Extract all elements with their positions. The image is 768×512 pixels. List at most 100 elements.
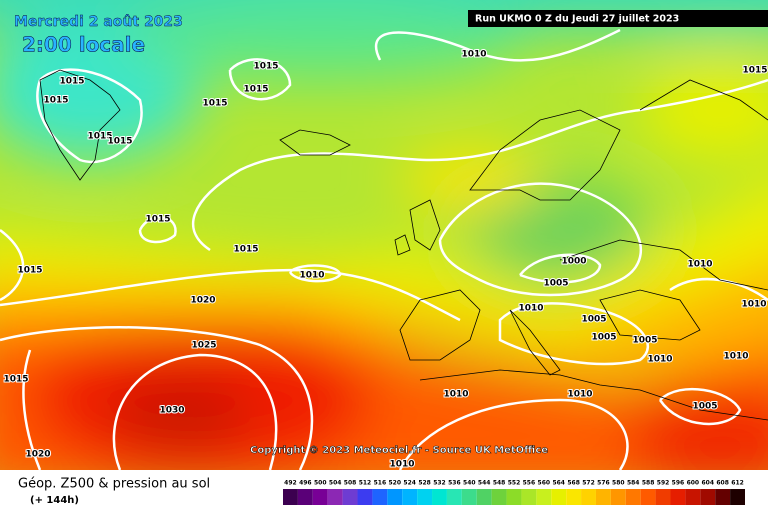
colorbar-swatch [551,489,567,505]
isobar-label: 1000 [561,257,586,267]
colorbar-label: 580 [612,480,625,487]
isobar-label: 1015 [87,132,112,142]
isobar-label: 1015 [243,85,268,95]
colorbar-swatch [372,489,388,505]
colorbar-swatch [357,489,373,505]
isobar-label: 1010 [647,355,672,365]
isobar-label: 1010 [389,460,414,470]
colorbar-label: 528 [418,480,431,487]
colorbar-swatch [536,489,552,505]
colorbar-swatch [715,489,731,505]
colorbar-label: 596 [672,480,685,487]
copyright: Copyright © 2023 Meteociel.fr - Source U… [250,445,548,456]
colorbar-swatch [730,489,745,505]
isobar-label: 1015 [107,137,132,147]
field-background [0,0,768,500]
isobars [0,28,768,471]
colorbar-swatch [521,489,537,505]
colorbar-swatch [581,489,596,505]
colorbar-swatch [283,489,298,505]
isobar-label: 1010 [687,260,712,270]
colorbar-swatch [432,489,447,505]
isobar-label: 1015 [253,62,278,72]
colorbar-swatch [297,489,313,505]
colorbar-label: 548 [493,480,506,487]
colorbar-label: 532 [433,480,446,487]
isobar-label: 1015 [145,215,170,225]
isobar-label: 1015 [43,96,68,106]
colorbar-swatch [312,489,328,505]
colorbar-label: 500 [314,480,327,487]
isobar-label: 1015 [202,99,227,109]
isobar-label: 1010 [741,300,766,310]
colorbar-label: 604 [701,480,714,487]
colorbar-swatch [491,489,507,505]
isobar-label: 1010 [299,271,324,281]
colorbar-swatch [610,489,626,505]
colorbar-label: 496 [299,480,312,487]
isobar-label: 1005 [543,279,568,289]
isobar-label: 1010 [461,50,486,60]
colorbar-label: 572 [582,480,595,487]
colorbar-label: 568 [567,480,580,487]
run-info: Run UKMO 0 Z du Jeudi 27 juillet 2023 [475,14,679,25]
run-banner [468,10,768,27]
colorbar-label: 576 [597,480,610,487]
isobar-label: 1005 [581,315,606,325]
isobar-label: 1030 [159,406,184,416]
colorbar-label: 612 [731,480,744,487]
colorbar: 492 496 500 504 508 512 516 520 524 528 532 536 540 5… [283,480,745,505]
isobar-label: 1005 [632,336,657,346]
isobar-label: 1010 [723,352,748,362]
isobar-label: 1005 [692,402,717,412]
legend-title: Géop. Z500 & pression au sol [18,477,210,492]
colorbar-swatch [670,489,686,505]
legend-subtitle: (+ 144h) [30,495,79,506]
isobar-label: 1010 [518,304,543,314]
colorbar-label: 592 [657,480,670,487]
map-time: 2:00 locale [22,33,145,57]
isobar-label: 1025 [191,341,216,351]
colorbar-swatch [402,489,418,505]
isobar-label: 1010 [443,390,468,400]
colorbar-swatch [476,489,492,505]
colorbar-label: 540 [463,480,476,487]
isobar-label: 1020 [190,296,215,306]
isobar-label: 1015 [233,245,258,255]
isobar-label: 1015 [59,77,84,87]
colorbar-label: 520 [389,480,402,487]
colorbar-label: 560 [538,480,551,487]
colorbar-label: 544 [478,480,491,487]
colorbar-swatch [327,489,343,505]
colorbar-label: 516 [374,480,387,487]
colorbar-swatch [640,489,656,505]
colorbar-swatch [655,489,671,505]
isobar-label: 1015 [17,266,42,276]
colorbar-swatch [685,489,701,505]
colorbar-label: 556 [523,480,536,487]
colorbar-label: 564 [552,480,565,487]
isobar-label: 1015 [3,375,28,385]
colorbar-swatch [595,489,611,505]
colorbar-label: 608 [716,480,729,487]
isobar-label: 1010 [567,390,592,400]
isobar-labels: 1015101510151015101510151015101510151015… [2,49,768,471]
colorbar-swatch [506,489,522,505]
isobar-label: 1015 [742,66,767,76]
colorbar-label: 600 [687,480,700,487]
colorbar-swatch [700,489,716,505]
colorbar-swatch [446,489,462,505]
colorbar-label: 492 [284,480,297,487]
colorbar-label: 508 [344,480,357,487]
colorbar-swatch [625,489,641,505]
colorbar-swatch [461,489,477,505]
colorbar-label: 536 [448,480,461,487]
map-date: Mercredi 2 août 2023 [14,14,183,30]
isobar-label: 1005 [591,333,616,343]
colorbar-swatch [342,489,358,505]
colorbar-swatch [566,489,582,505]
coastlines [39,69,768,421]
colorbar-label: 512 [359,480,372,487]
